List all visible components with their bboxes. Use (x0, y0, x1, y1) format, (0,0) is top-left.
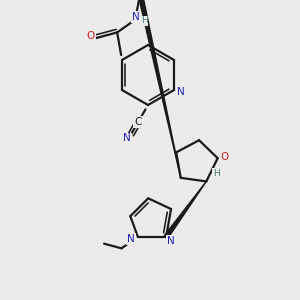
Text: N: N (167, 236, 175, 246)
Text: O: O (87, 31, 95, 41)
Text: N: N (127, 234, 135, 244)
Polygon shape (164, 182, 206, 238)
Text: N: N (177, 87, 185, 97)
Text: H: H (213, 169, 220, 178)
Text: C: C (134, 117, 142, 127)
Text: O: O (220, 152, 229, 162)
Text: N: N (132, 12, 140, 22)
Text: N: N (123, 134, 131, 143)
Polygon shape (138, 0, 181, 178)
Text: H: H (141, 16, 148, 25)
